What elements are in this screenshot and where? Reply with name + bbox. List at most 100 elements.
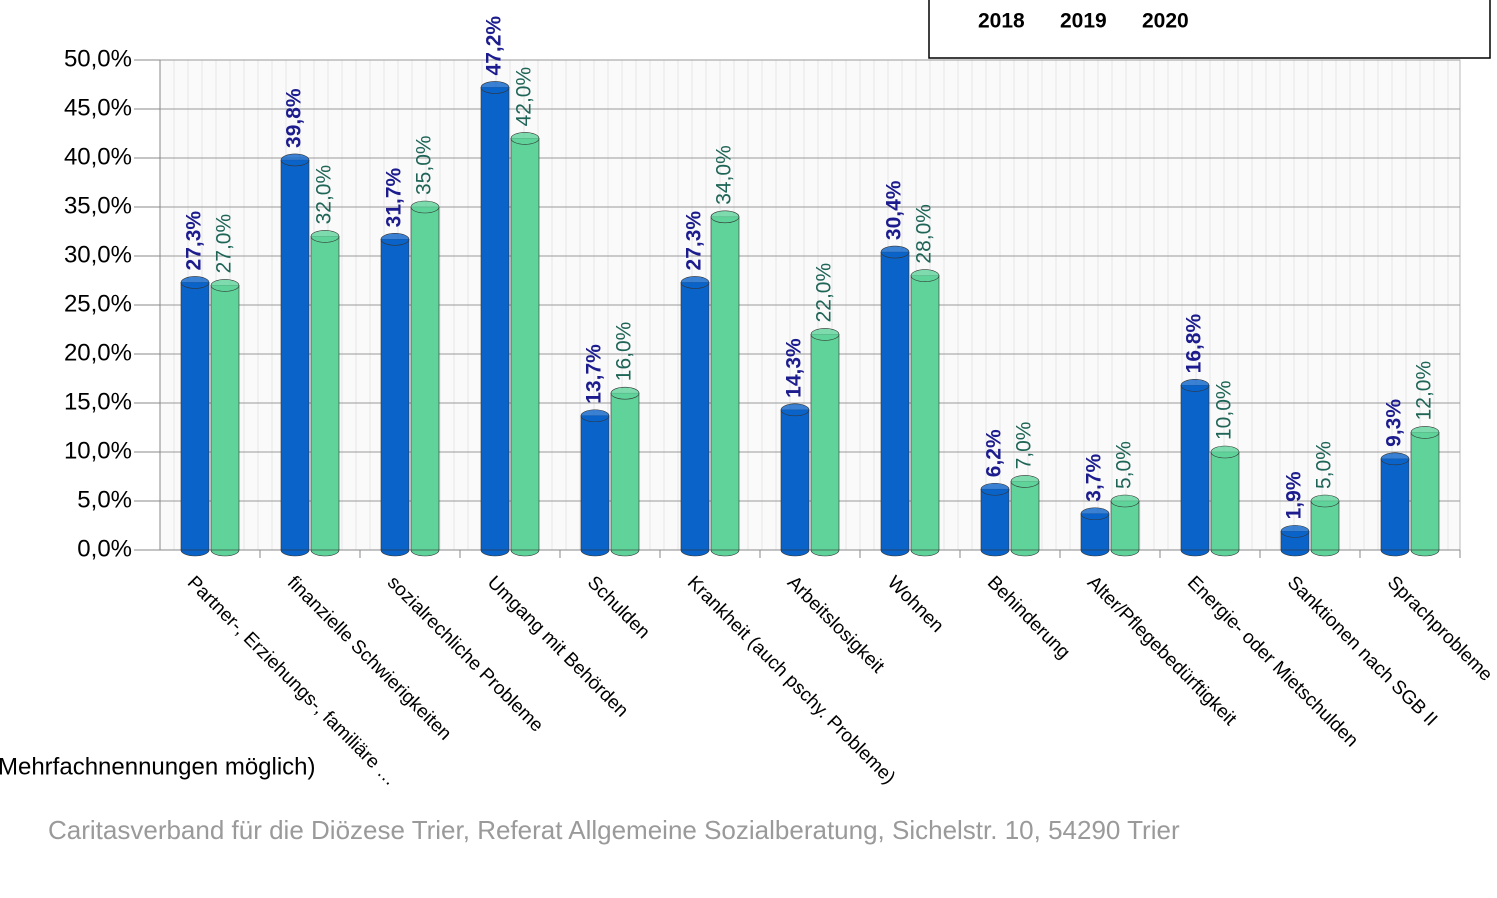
bar [580, 415, 610, 551]
y-tick-label: 40,0% [64, 143, 132, 170]
bar-top [1110, 494, 1140, 508]
bar-top [580, 409, 610, 423]
bar-top [1180, 379, 1210, 392]
y-tick-label: 50,0% [64, 45, 132, 72]
y-tick-label: 15,0% [64, 388, 132, 415]
value-label: 30,4% [883, 180, 906, 240]
bar [510, 138, 540, 551]
value-label: 12,0% [1413, 361, 1436, 421]
bar-top [680, 276, 710, 289]
x-tick-label: Schulden [583, 572, 654, 643]
legend-label: 2020 [1142, 10, 1189, 33]
value-label: 32,0% [313, 165, 336, 225]
bar [680, 282, 710, 551]
bar [280, 159, 310, 551]
bar [810, 334, 840, 551]
bar-top [510, 132, 540, 145]
bar [710, 216, 740, 551]
bar-top [480, 81, 510, 94]
bar-top [980, 482, 1010, 496]
value-label: 9,3% [1383, 399, 1406, 447]
value-label: 34,0% [713, 145, 736, 205]
bar [910, 275, 940, 551]
y-tick-label: 35,0% [64, 192, 132, 219]
x-tick-label: Energie- oder Mietschulden [1183, 572, 1362, 751]
value-label: 13,7% [583, 344, 606, 404]
bar-top [610, 386, 640, 400]
value-label: 16,8% [1183, 313, 1206, 373]
bar-top [910, 269, 940, 282]
bar-top [880, 245, 910, 259]
y-tick-label: 25,0% [64, 290, 132, 317]
value-label: 42,0% [513, 67, 536, 127]
bar [180, 282, 210, 551]
legend-label: 2018 [978, 10, 1025, 33]
bar [1410, 432, 1440, 551]
bar-top [180, 276, 210, 289]
bar [780, 409, 810, 551]
y-tick-label: 5,0% [77, 486, 132, 513]
y-tick-label: 10,0% [64, 437, 132, 464]
value-label: 7,0% [1013, 422, 1036, 470]
bar-top [210, 279, 240, 292]
x-tick-label: Sprachprobleme [1383, 572, 1496, 685]
bar-top [1310, 494, 1340, 508]
y-tick-label: 20,0% [64, 339, 132, 366]
bar-top [1280, 525, 1310, 538]
bar-top [410, 200, 440, 214]
bar [980, 488, 1010, 551]
note: (Mehrfachnennungen möglich) [0, 753, 316, 780]
bar-top [1210, 445, 1240, 459]
bar-top [380, 233, 410, 246]
bar [1110, 500, 1140, 551]
value-label: 39,8% [283, 88, 306, 148]
bar [1010, 481, 1040, 551]
y-tick-label: 45,0% [64, 94, 132, 121]
value-label: 35,0% [413, 135, 436, 195]
value-label: 6,2% [983, 429, 1006, 477]
bar-top [1010, 475, 1040, 488]
legend-box [928, 0, 1491, 59]
value-label: 47,2% [483, 16, 506, 76]
value-label: 14,3% [783, 338, 806, 398]
bar [480, 87, 510, 551]
x-tick-label: Behinderung [983, 572, 1074, 663]
value-label: 3,7% [1083, 454, 1106, 502]
source: Caritasverband für die Diözese Trier, Re… [48, 815, 1180, 845]
value-label: 28,0% [913, 204, 936, 264]
value-label: 16,0% [613, 322, 636, 382]
bar [610, 392, 640, 551]
value-label: 10,0% [1213, 380, 1236, 440]
y-tick-label: 30,0% [64, 241, 132, 268]
bar [1380, 458, 1410, 551]
bar [1180, 385, 1210, 551]
bar-top [810, 328, 840, 341]
bar [1210, 451, 1240, 551]
bar [1310, 500, 1340, 551]
y-tick-label: 0,0% [77, 535, 132, 562]
bar [310, 236, 340, 551]
bar-top [710, 210, 740, 224]
value-label: 5,0% [1113, 441, 1136, 489]
x-tick-label: Arbeitslosigkeit [783, 572, 889, 678]
bar-top [1380, 452, 1410, 466]
x-tick-label: Krankheit (auch pschy. Probleme) [683, 572, 899, 788]
x-tick-label: finanzielle Schwierigkeiten [283, 572, 455, 744]
value-label: 27,3% [183, 211, 206, 271]
value-label: 31,7% [383, 167, 406, 227]
bar-top [280, 153, 310, 167]
bar-top [1080, 507, 1110, 521]
bar [410, 206, 440, 551]
bar [380, 239, 410, 551]
bar-top [310, 230, 340, 243]
value-label: 27,3% [683, 211, 706, 271]
value-label: 5,0% [1313, 441, 1336, 489]
value-label: 1,9% [1283, 471, 1306, 519]
legend-label: 2019 [1060, 10, 1107, 33]
x-tick-label: Wohnen [883, 572, 948, 637]
bar-top [780, 403, 810, 417]
bar-top [1410, 426, 1440, 439]
bar [210, 285, 240, 551]
bar [880, 251, 910, 551]
